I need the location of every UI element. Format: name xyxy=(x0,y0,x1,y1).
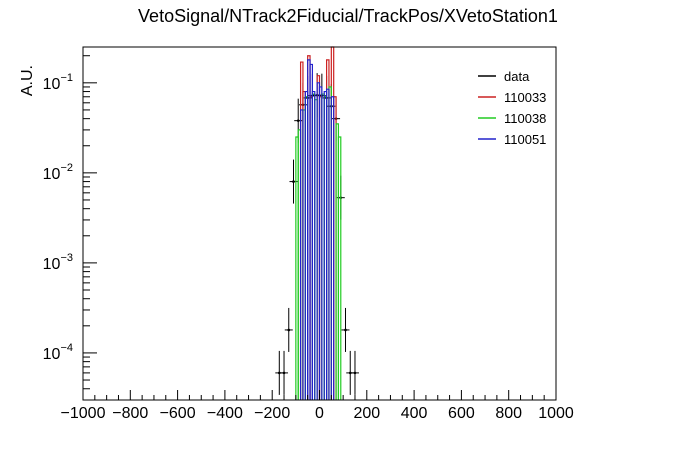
histogram-bin xyxy=(311,90,316,400)
x-tick-label: −1000 xyxy=(61,405,106,422)
y-tick-label: 10−2 xyxy=(43,162,73,183)
data-point xyxy=(348,371,352,375)
y-tick-label: 10−4 xyxy=(43,342,73,363)
x-tick-label: −800 xyxy=(112,405,148,422)
data-point xyxy=(282,371,286,375)
histogram-bin xyxy=(330,96,335,400)
data-point xyxy=(277,371,281,375)
x-tick-label: −200 xyxy=(254,405,290,422)
histogram-bin xyxy=(325,88,330,400)
x-tick-label: 0 xyxy=(315,405,324,422)
y-axis-label: A.U. xyxy=(19,65,36,96)
x-tick-label: 400 xyxy=(401,405,428,422)
y-tick-label: 10−3 xyxy=(43,252,73,273)
x-tick-label: 800 xyxy=(495,405,522,422)
x-tick-label: 1000 xyxy=(538,405,574,422)
data-point xyxy=(296,119,300,122)
x-tick-label: −600 xyxy=(160,405,196,422)
x-tick-label: −400 xyxy=(207,405,243,422)
legend-label: 110051 xyxy=(504,132,546,147)
chart-title: VetoSignal/NTrack2Fiducial/TrackPos/XVet… xyxy=(138,6,558,26)
data-point xyxy=(353,371,357,375)
x-tick-label: 600 xyxy=(448,405,475,422)
histogram-bin xyxy=(299,109,304,400)
histogram-bin xyxy=(337,136,342,400)
legend: data 110033 110038 110051 xyxy=(478,69,546,147)
histogram-bin xyxy=(318,86,323,400)
data-point xyxy=(292,180,295,183)
data-point xyxy=(344,328,347,332)
legend-label: 110038 xyxy=(504,111,546,126)
legend-label: 110033 xyxy=(504,90,546,105)
series-110051 xyxy=(299,59,335,400)
x-tick-label: 200 xyxy=(353,405,380,422)
series-layer xyxy=(275,46,359,400)
data-point xyxy=(287,328,291,332)
y-tick-label: 10−1 xyxy=(43,72,73,93)
legend-label: data xyxy=(504,69,530,84)
axis-layer: −1000 −800 −600 −400 −200 0 200 400 600 800 1000 10… xyxy=(19,55,574,422)
